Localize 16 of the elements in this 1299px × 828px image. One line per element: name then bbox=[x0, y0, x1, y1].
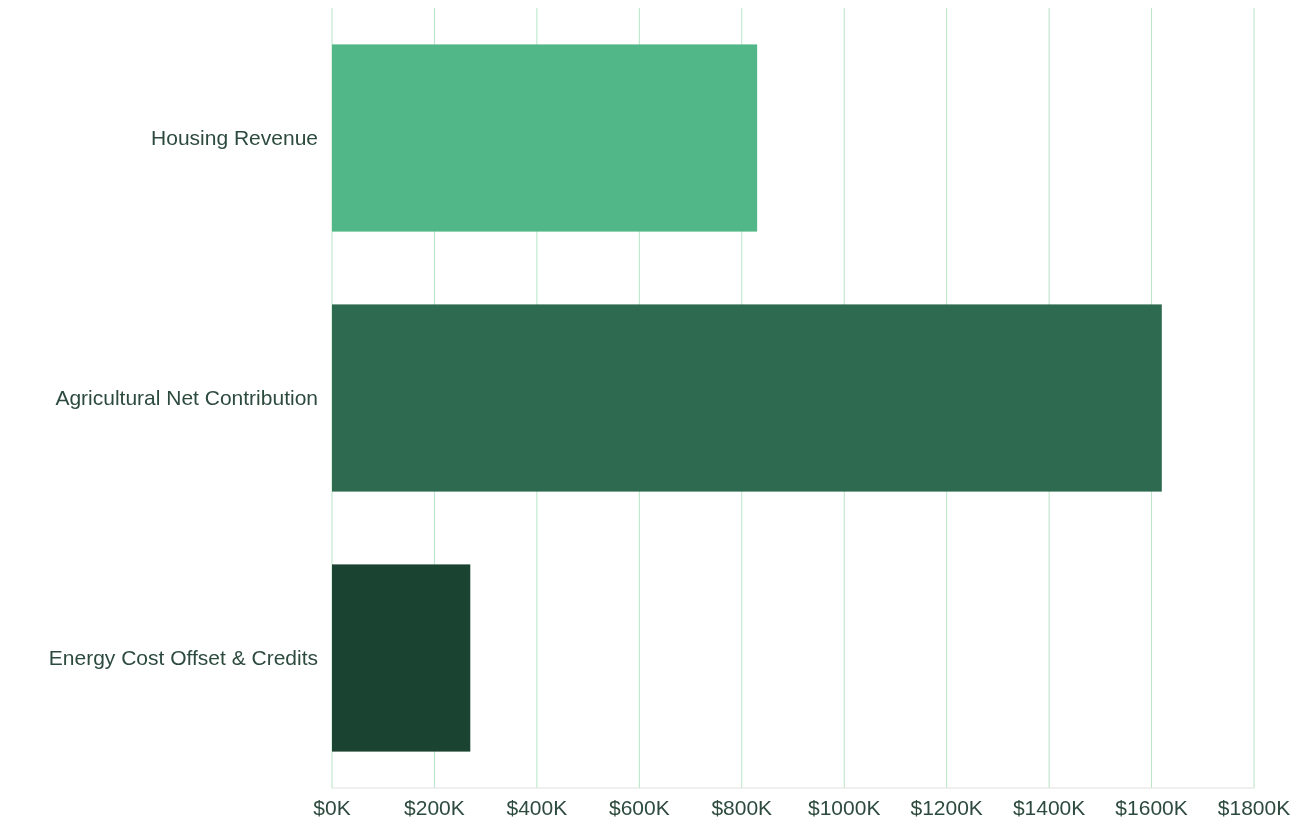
y-tick-label: Housing Revenue bbox=[151, 126, 318, 150]
x-tick-label: $400K bbox=[506, 796, 568, 819]
y-tick-label: Energy Cost Offset & Credits bbox=[48, 646, 318, 670]
y-tick-label: Agricultural Net Contribution bbox=[55, 386, 318, 410]
x-tick-label: $1800K bbox=[1217, 796, 1291, 819]
x-tick-label: $600K bbox=[608, 796, 670, 819]
bar bbox=[332, 44, 758, 232]
x-tick-label: $1000K bbox=[808, 796, 881, 819]
x-tick-label: $800K bbox=[711, 796, 773, 819]
x-tick-label: $1600K bbox=[1115, 796, 1188, 819]
x-tick-label: $1400K bbox=[1012, 796, 1086, 819]
bar bbox=[332, 304, 1162, 492]
bar bbox=[332, 564, 471, 752]
x-tick-label: $200K bbox=[404, 796, 465, 819]
x-tick-label: $0K bbox=[313, 796, 351, 819]
x-tick-label: $1200K bbox=[910, 796, 983, 819]
